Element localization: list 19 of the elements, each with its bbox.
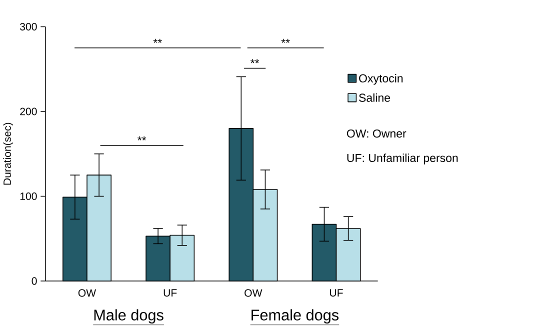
legend-label: Saline [359,94,390,102]
annotation: ** [250,59,260,64]
y-axis-title: Duration(sec) [3,123,14,185]
y-tick-label: 100 [20,192,37,200]
x-tick-label: OW [244,289,262,297]
x-tick-label: OW [78,289,96,297]
text: Female dogs [252,309,339,324]
y-tick-label: 0 [32,278,37,286]
annotation: UF: Unfamiliar person [347,154,458,165]
y-tick-label: 300 [20,23,37,31]
x-tick-label: UF [164,289,177,297]
annotation: OW: Owner [346,130,406,138]
annotation: ** [138,136,146,141]
annotation: ** [281,39,290,44]
text: Male dogs [94,309,164,324]
y-tick-label: 200 [20,108,37,116]
x-tick-label: UF [330,289,343,297]
legend-label: Oxytocin [359,74,403,85]
annotation: ** [153,39,162,44]
